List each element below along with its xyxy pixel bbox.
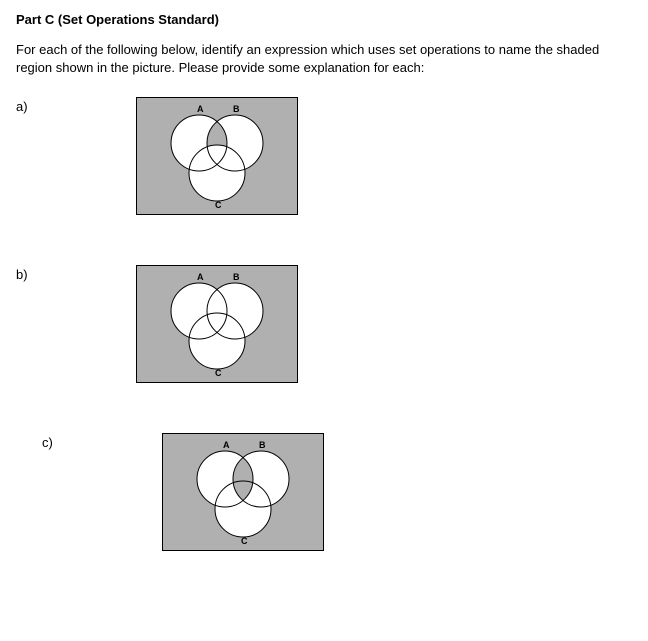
part-heading: Part C (Set Operations Standard) <box>16 12 632 27</box>
problem-b-row: b) A B C <box>16 265 632 383</box>
problem-c-label: c) <box>16 433 162 450</box>
problem-a-label: a) <box>16 97 136 114</box>
svg-text:B: B <box>233 104 240 114</box>
svg-text:C: C <box>215 200 222 210</box>
svg-text:A: A <box>223 440 230 450</box>
svg-text:B: B <box>259 440 266 450</box>
venn-a: A B C <box>136 97 298 215</box>
venn-c: A B C <box>162 433 324 551</box>
venn-b: A B C <box>136 265 298 383</box>
svg-text:B: B <box>233 272 240 282</box>
svg-text:A: A <box>197 272 204 282</box>
svg-text:A: A <box>197 104 204 114</box>
svg-text:C: C <box>215 368 222 378</box>
problem-a-row: a) A B C <box>16 97 632 215</box>
instructions-text: For each of the following below, identif… <box>16 41 632 77</box>
problem-c-row: c) A B C <box>16 433 632 551</box>
svg-text:C: C <box>241 536 248 546</box>
problem-b-label: b) <box>16 265 136 282</box>
